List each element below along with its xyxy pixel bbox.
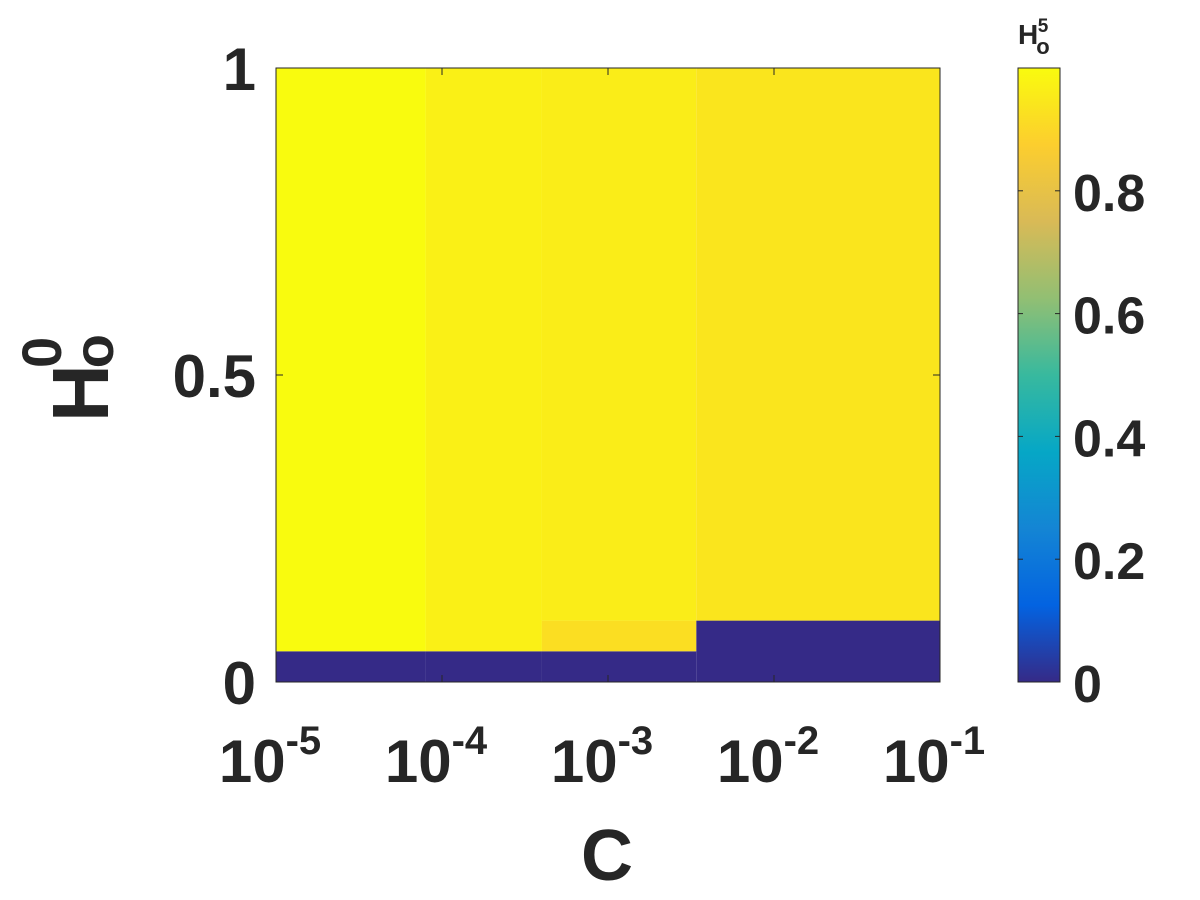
heatmap-cell [541, 620, 697, 652]
colorbar-tick-label: 0.8 [1073, 165, 1145, 223]
heatmap-cell [696, 68, 940, 621]
svg-text:Ho5: Ho5 [1018, 16, 1050, 59]
colorbar-gradient [1017, 67, 1061, 683]
x-tick-label: 10-2 [717, 719, 819, 795]
colorbar-tick-label: 0.4 [1073, 410, 1145, 468]
y-axis-ticks: 00.51 [173, 36, 940, 717]
heatmap-cell [276, 68, 426, 652]
colorbar-tick-label: 0.2 [1073, 533, 1145, 591]
colorbar-title-sup: 5 [1038, 16, 1049, 37]
colorbar-tick-label: 0 [1073, 656, 1102, 714]
x-tick-label: 10-4 [385, 719, 488, 795]
svg-text:Ho0: Ho0 [10, 334, 125, 422]
heatmap-cell [425, 651, 542, 682]
x-axis-ticks: 10-5 10-4 10-3 10-2 10-1 [219, 68, 985, 795]
heatmap-cell [541, 68, 697, 621]
x-tick-label: 10-3 [551, 719, 653, 795]
y-axis-title: Ho0 [10, 334, 125, 422]
x-tick-label: 10-1 [883, 719, 985, 795]
heatmap-cell [276, 651, 426, 682]
y-tick-label: 0.5 [173, 343, 256, 410]
x-tick-label: 10-5 [219, 719, 321, 795]
colorbar-title-base: H [1018, 19, 1038, 50]
colorbar-tick-label: 0.6 [1073, 288, 1145, 346]
colorbar-title: Ho5 [1018, 16, 1050, 59]
heatmap-cell [541, 651, 697, 682]
plot-area [275, 67, 941, 683]
heatmap-cell [696, 620, 940, 682]
y-tick-label: 0 [223, 650, 256, 717]
y-tick-label: 1 [223, 36, 256, 103]
x-axis-title: C [581, 816, 633, 896]
colorbar: 0 0.2 0.4 0.6 0.8 [1017, 67, 1145, 714]
heatmap-cell [425, 68, 542, 652]
y-axis-title-base: H [36, 364, 125, 422]
y-axis-title-sub: o [62, 334, 125, 368]
colorbar-title-sub: o [1036, 34, 1049, 59]
y-axis-title-sup: 0 [10, 337, 73, 368]
